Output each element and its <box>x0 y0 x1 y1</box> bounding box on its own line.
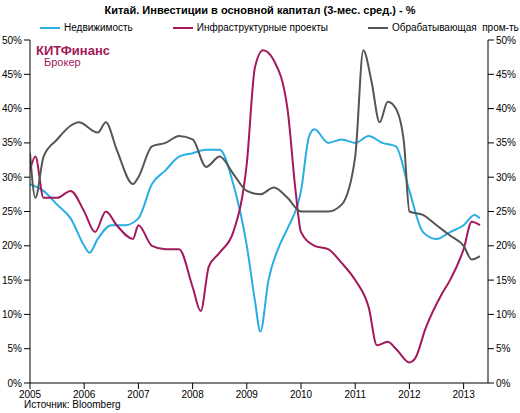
svg-text:2012: 2012 <box>398 389 421 398</box>
svg-text:2009: 2009 <box>236 389 259 398</box>
svg-text:2007: 2007 <box>127 389 150 398</box>
html-text:Источник: Bloomberg: Источник: Bloomberg <box>24 399 121 410</box>
html-text:Брокер: Брокер <box>44 56 81 68</box>
svg-text:20%: 20% <box>496 240 512 251</box>
svg-text:30%: 30% <box>8 172 22 183</box>
html-text:Инфраструктурные проекты: Инфраструктурные проекты <box>196 22 328 33</box>
svg-text:50%: 50% <box>496 35 512 46</box>
svg-text:2006: 2006 <box>73 389 96 398</box>
html-text:Обрабатывающая пром-ть: Обрабатывающая пром-ть <box>391 22 519 33</box>
svg-text:50%: 50% <box>8 35 22 46</box>
svg-text:25%: 25% <box>496 206 512 217</box>
svg-text:0%: 0% <box>8 378 22 389</box>
svg-text:5%: 5% <box>496 343 511 354</box>
svg-text:35%: 35% <box>8 137 22 148</box>
svg-text:45%: 45% <box>8 69 22 80</box>
svg-text:45%: 45% <box>496 69 512 80</box>
svg-text:15%: 15% <box>496 275 512 286</box>
svg-text:30%: 30% <box>496 172 512 183</box>
html-text:Недвижимость: Недвижимость <box>64 22 133 33</box>
svg-text:40%: 40% <box>496 103 512 114</box>
svg-text:10%: 10% <box>8 309 22 320</box>
svg-text:40%: 40% <box>8 103 22 114</box>
svg-text:35%: 35% <box>496 137 512 148</box>
svg-text:5%: 5% <box>8 343 22 354</box>
html-text:КИТФинанс: КИТФинанс <box>36 43 110 58</box>
svg-text:0%: 0% <box>496 378 511 389</box>
svg-text:2008: 2008 <box>181 389 204 398</box>
svg-text:10%: 10% <box>496 309 512 320</box>
svg-text:2010: 2010 <box>290 389 313 398</box>
svg-text:2011: 2011 <box>344 389 366 398</box>
html-text:Китай. Инвестиции в основной к: Китай. Инвестиции в основной капитал (3-… <box>104 4 416 16</box>
svg-text:2005: 2005 <box>19 389 42 398</box>
svg-text:15%: 15% <box>8 275 22 286</box>
svg-text:25%: 25% <box>8 206 22 217</box>
svg-text:20%: 20% <box>8 240 22 251</box>
svg-text:2013: 2013 <box>452 389 475 398</box>
